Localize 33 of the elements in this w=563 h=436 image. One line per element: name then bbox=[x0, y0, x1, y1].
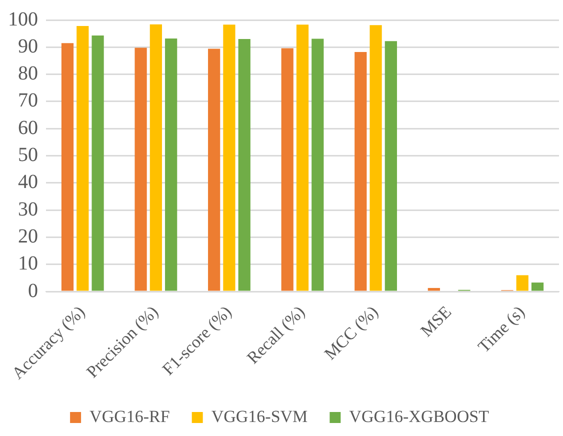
bar bbox=[370, 25, 382, 291]
y-tick-label: 10 bbox=[18, 252, 38, 275]
y-tick-label: 50 bbox=[18, 144, 38, 166]
y-tick-label: 20 bbox=[18, 225, 38, 248]
bar bbox=[384, 41, 397, 291]
bar bbox=[223, 24, 236, 291]
bar bbox=[208, 48, 220, 291]
y-tick-label: 40 bbox=[18, 171, 38, 194]
bar bbox=[312, 38, 324, 291]
y-tick-label: 100 bbox=[8, 8, 38, 30]
y-tick-label: 30 bbox=[18, 198, 38, 220]
bar bbox=[516, 275, 528, 291]
bar bbox=[92, 35, 104, 291]
bar bbox=[428, 288, 440, 291]
bar bbox=[531, 282, 544, 291]
legend-label: VGG16-RF bbox=[90, 406, 170, 426]
bar bbox=[165, 38, 178, 291]
legend-label: VGG16-SVM bbox=[211, 406, 308, 426]
bar bbox=[238, 39, 250, 291]
y-tick-label: 90 bbox=[18, 35, 38, 58]
y-tick-label: 0 bbox=[28, 280, 38, 302]
bar bbox=[150, 24, 162, 291]
bar bbox=[134, 48, 147, 291]
y-tick-label: 60 bbox=[18, 116, 38, 139]
bar bbox=[281, 48, 294, 291]
bar bbox=[296, 24, 309, 291]
bar bbox=[354, 52, 367, 291]
y-tick-label: 80 bbox=[18, 62, 38, 85]
bar bbox=[76, 26, 89, 291]
bar bbox=[61, 43, 74, 291]
y-tick-label: 70 bbox=[18, 90, 38, 112]
legend-label: VGG16-XGBOOST bbox=[349, 406, 490, 426]
x-tick-label: Time (s) bbox=[474, 302, 528, 356]
